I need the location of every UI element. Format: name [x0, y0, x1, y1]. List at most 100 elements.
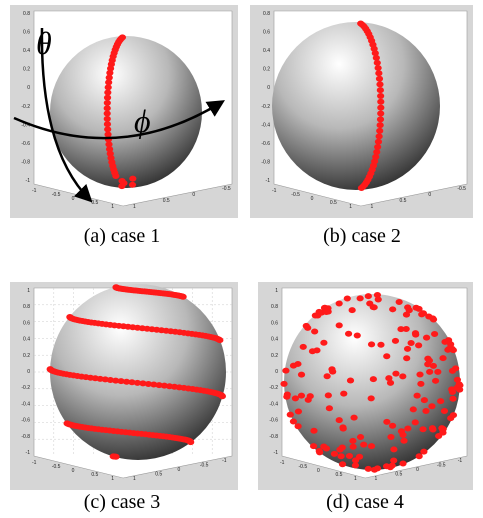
marker-dot	[390, 458, 397, 464]
marker-dot	[450, 412, 457, 418]
marker-dot	[216, 337, 223, 343]
marker-dot	[447, 341, 454, 347]
x-tick-label: -1	[32, 188, 37, 194]
marker-dot	[416, 453, 423, 459]
marker-dot	[104, 100, 111, 106]
y-tick-label: 1	[275, 288, 278, 294]
marker-dot	[403, 355, 410, 361]
caption: (c) case 3	[84, 491, 161, 513]
x-tick-label: -0.5	[291, 192, 300, 198]
marker-dot	[376, 133, 383, 139]
marker-dot	[387, 380, 394, 386]
marker-dot	[104, 116, 111, 122]
theta-symbol: θ	[36, 25, 52, 61]
y-tick-label: 0.4	[23, 48, 30, 54]
marker-dot	[325, 392, 332, 398]
marker-dot	[336, 301, 343, 307]
marker-dot	[303, 323, 310, 329]
marker-dot	[377, 105, 384, 111]
marker-dot	[337, 453, 344, 459]
marker-dot	[437, 398, 444, 404]
z-tick-label: 0	[428, 192, 431, 198]
y-tick-label: -0.8	[21, 434, 30, 440]
marker-dot	[374, 144, 381, 150]
marker-dot	[376, 81, 383, 87]
marker-dot	[320, 340, 327, 346]
marker-dot	[439, 430, 446, 436]
marker-dot	[112, 454, 119, 460]
marker-dot	[377, 93, 384, 99]
y-tick-label: -1	[274, 450, 279, 456]
marker-dot	[340, 391, 347, 397]
marker-dot	[350, 415, 357, 421]
marker-dot	[345, 331, 352, 337]
marker-dot	[370, 304, 377, 310]
y-tick-label: 0.8	[23, 11, 30, 17]
marker-dot	[370, 376, 377, 382]
marker-dot	[119, 34, 126, 40]
marker-dot	[104, 126, 111, 132]
marker-dot	[357, 21, 364, 27]
marker-dot	[129, 176, 136, 182]
z-tick-label: -1	[222, 458, 227, 464]
marker-dot	[368, 395, 375, 401]
y-tick-label: -0.4	[261, 122, 270, 128]
marker-dot	[422, 408, 429, 414]
panel: 10.80.60.40.20-0.2-0.4-0.6-0.8-1-1-0.500…	[10, 282, 238, 490]
x-tick-label: 0	[317, 468, 320, 474]
marker-dot	[328, 366, 335, 372]
marker-dot	[377, 116, 384, 122]
marker-dot	[377, 122, 384, 128]
marker-dot	[399, 460, 406, 466]
z-tick-label: 0.5	[155, 472, 162, 478]
x-tick-label: -1	[32, 460, 37, 466]
marker-dot	[426, 369, 433, 375]
marker-dot	[290, 419, 297, 425]
z-tick-label: 1	[133, 476, 136, 482]
y-tick-label: -0.8	[269, 434, 278, 440]
z-tick-label: 0.5	[395, 472, 402, 478]
marker-dot	[375, 139, 382, 145]
x-tick-label: 1	[111, 476, 114, 482]
marker-dot	[300, 344, 307, 350]
marker-dot	[368, 341, 375, 347]
marker-dot	[375, 70, 382, 76]
marker-dot	[326, 405, 333, 411]
z-tick-label: 0	[178, 467, 181, 473]
marker-dot	[375, 65, 382, 71]
marker-dot	[396, 299, 403, 305]
x-tick-label: 0	[72, 468, 75, 474]
marker-dot	[383, 419, 390, 425]
marker-dot	[400, 438, 407, 444]
marker-dot	[104, 131, 111, 137]
y-tick-label: -0.4	[269, 401, 278, 407]
z-tick-label: -0.5	[200, 463, 209, 469]
marker-dot	[374, 292, 381, 298]
y-tick-label: -0.6	[21, 418, 30, 424]
marker-dot	[104, 95, 111, 101]
marker-dot	[397, 326, 404, 332]
y-tick-label: -0.6	[21, 141, 30, 147]
marker-dot	[295, 423, 302, 429]
marker-dot	[430, 363, 437, 369]
marker-dot	[387, 434, 394, 440]
y-tick-label: -0.6	[261, 141, 270, 147]
marker-dot	[295, 409, 302, 415]
marker-dot	[365, 293, 372, 299]
marker-dot	[417, 381, 424, 387]
y-tick-label: 0	[27, 85, 30, 91]
marker-dot	[344, 296, 351, 302]
marker-dot	[428, 403, 435, 409]
y-tick-label: -0.8	[21, 159, 30, 165]
marker-dot	[376, 76, 383, 82]
marker-dot	[336, 417, 343, 423]
x-tick-label: 0.5	[91, 472, 98, 478]
x-tick-label: -1	[280, 460, 285, 466]
marker-dot	[282, 368, 289, 374]
x-tick-label: -1	[272, 188, 277, 194]
marker-dot	[280, 381, 287, 387]
marker-dot	[324, 373, 331, 379]
y-tick-label: 0.6	[263, 30, 270, 36]
marker-dot	[305, 397, 312, 403]
marker-dot	[399, 432, 406, 438]
